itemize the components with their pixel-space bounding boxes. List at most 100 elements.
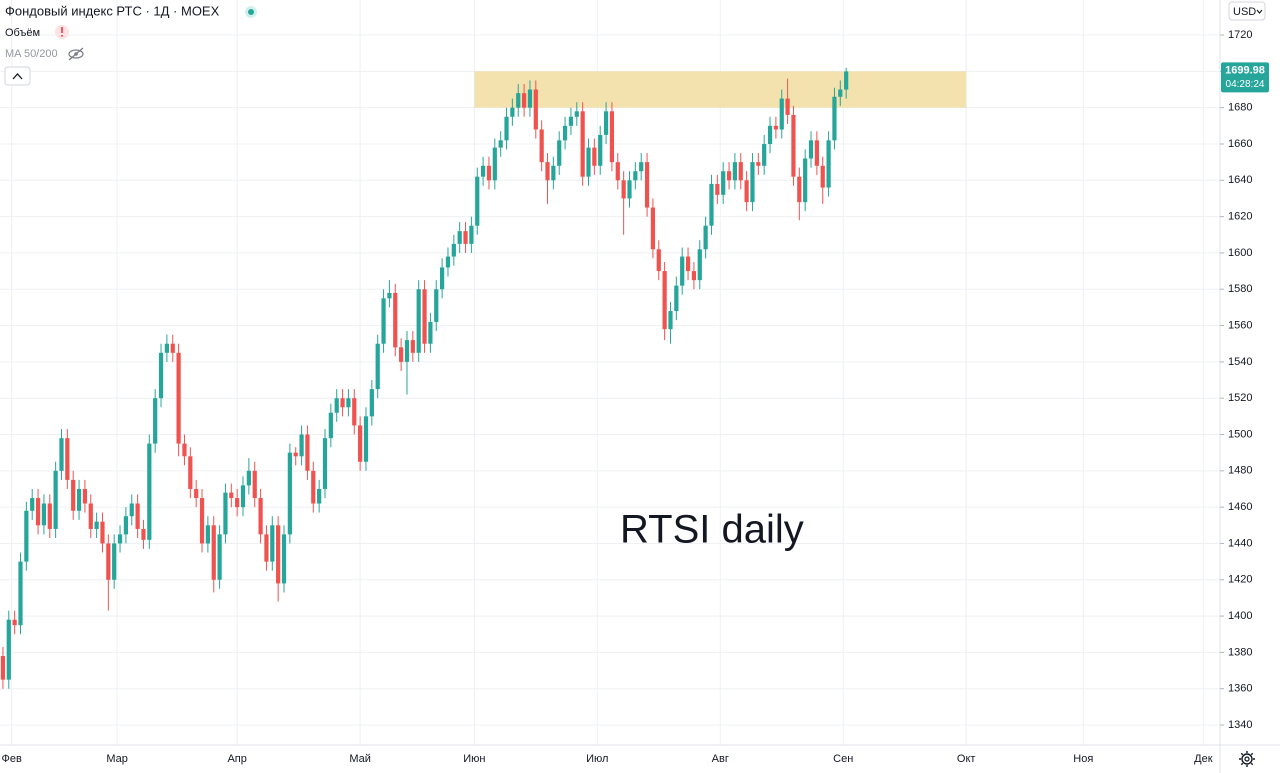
candle-body bbox=[240, 485, 246, 508]
y-tick-label: 1460 bbox=[1228, 501, 1252, 513]
y-tick-label: 1560 bbox=[1228, 319, 1252, 331]
candle-body bbox=[791, 114, 796, 177]
y-tick-label: 1400 bbox=[1228, 610, 1252, 622]
candle-body bbox=[639, 162, 644, 172]
candle-body bbox=[41, 503, 47, 526]
settings-icon[interactable] bbox=[1239, 751, 1255, 767]
candle-body bbox=[387, 292, 392, 299]
x-tick-label: Апр bbox=[227, 753, 246, 765]
candle-body bbox=[135, 503, 140, 529]
y-tick-label: 1380 bbox=[1228, 646, 1252, 658]
candle-body bbox=[756, 162, 761, 166]
candle-body bbox=[223, 492, 228, 535]
candle-body bbox=[30, 498, 35, 511]
collapse-arrow bbox=[12, 73, 23, 80]
candle-body bbox=[235, 498, 240, 508]
currency-label[interactable]: USD bbox=[1233, 6, 1256, 18]
y-tick-label: 1620 bbox=[1228, 211, 1252, 223]
candle-body bbox=[527, 89, 533, 108]
candle-body bbox=[100, 521, 105, 544]
candle-body bbox=[393, 292, 398, 348]
candle-body bbox=[691, 271, 697, 281]
candle-body bbox=[726, 171, 732, 181]
y-tick-label: 1680 bbox=[1228, 102, 1252, 114]
candle-body bbox=[539, 129, 544, 163]
candle-body bbox=[6, 619, 11, 680]
indicator-volume[interactable]: Объём bbox=[5, 27, 40, 39]
candle-body bbox=[469, 225, 474, 244]
x-tick-label: Май bbox=[349, 753, 371, 765]
axes: 1340 1360 1380 1400 1420 1440 1460 1480 1500 1520… bbox=[2, 29, 1253, 765]
y-tick-label: 1640 bbox=[1228, 174, 1252, 186]
candle-body bbox=[182, 443, 187, 457]
candle-body bbox=[516, 93, 521, 108]
candle-body bbox=[358, 425, 363, 462]
status-dot bbox=[248, 9, 254, 15]
candle-body bbox=[123, 516, 129, 535]
candle-body bbox=[762, 143, 767, 166]
candle-body bbox=[24, 510, 29, 562]
currency-button[interactable] bbox=[1228, 1, 1266, 21]
candle-body bbox=[59, 438, 64, 471]
candle-body bbox=[773, 125, 778, 130]
candle-body bbox=[404, 340, 410, 362]
y-tick-label: 1660 bbox=[1228, 138, 1252, 150]
candle-body bbox=[814, 140, 819, 166]
candle-body bbox=[568, 116, 574, 126]
candle-body bbox=[76, 488, 82, 511]
candle-body bbox=[94, 521, 99, 529]
candle-body bbox=[685, 256, 691, 272]
candle-body bbox=[533, 89, 538, 130]
indicator-ma[interactable]: MA 50/200 bbox=[5, 48, 58, 60]
candle-body bbox=[117, 534, 123, 544]
candle-body bbox=[767, 125, 773, 144]
x-tick-label: Ноя bbox=[1073, 753, 1093, 765]
candle-body bbox=[317, 488, 322, 504]
collapse-button[interactable] bbox=[4, 66, 31, 86]
x-tick-label: Июл bbox=[586, 753, 608, 765]
candle-body bbox=[832, 96, 837, 141]
candle-body bbox=[498, 140, 503, 148]
candle-body bbox=[0, 656, 6, 680]
candle-body bbox=[668, 311, 673, 330]
candle-body bbox=[697, 249, 702, 281]
candle-body bbox=[428, 321, 433, 344]
candle-body bbox=[65, 438, 70, 480]
candle-body bbox=[615, 162, 620, 181]
candle-body bbox=[592, 147, 597, 166]
candle-body bbox=[305, 434, 310, 471]
candle-body bbox=[252, 470, 257, 499]
candle-body bbox=[703, 225, 708, 250]
candle-body bbox=[287, 452, 292, 535]
candle-body bbox=[164, 343, 169, 353]
annotation: RTSI daily bbox=[620, 508, 804, 552]
candle-body bbox=[551, 165, 556, 181]
candle-body bbox=[369, 389, 374, 417]
candle-body bbox=[299, 434, 304, 457]
eye-icon[interactable] bbox=[68, 47, 84, 61]
candle-body bbox=[451, 243, 456, 257]
countdown-label: 04:28:24 bbox=[1226, 79, 1265, 90]
candle-body bbox=[141, 528, 146, 540]
candle-body bbox=[803, 158, 808, 203]
candle-body bbox=[276, 525, 281, 584]
candle-body bbox=[715, 183, 720, 195]
candle-body bbox=[176, 352, 181, 444]
y-tick-label: 1720 bbox=[1228, 29, 1252, 41]
candle-body bbox=[486, 165, 492, 181]
candle-body bbox=[106, 543, 111, 580]
candle-body bbox=[82, 488, 88, 504]
candle-body bbox=[738, 162, 743, 181]
y-tick-label: 1420 bbox=[1228, 574, 1252, 586]
candle-body bbox=[627, 180, 632, 199]
candle-body bbox=[445, 256, 451, 268]
chart-title: Фондовый индекс РТС · 1Д · MOEX bbox=[5, 3, 220, 18]
candle-body bbox=[88, 503, 93, 529]
candle-body bbox=[281, 534, 287, 584]
candle-body bbox=[53, 470, 58, 529]
last-price-label: 1699.98 bbox=[1225, 64, 1265, 76]
y-tick-label: 1600 bbox=[1228, 247, 1252, 259]
candle-body bbox=[363, 416, 369, 462]
candle-body bbox=[194, 488, 199, 499]
candle-body bbox=[352, 398, 357, 426]
